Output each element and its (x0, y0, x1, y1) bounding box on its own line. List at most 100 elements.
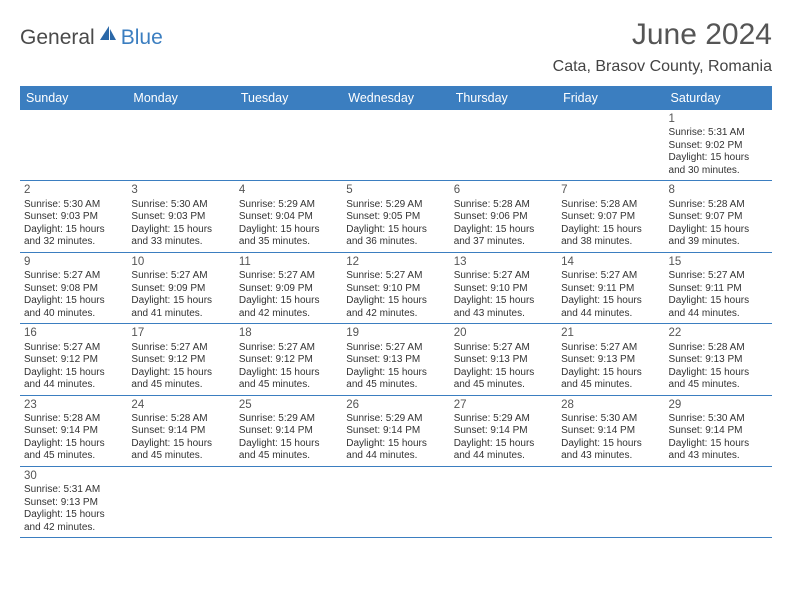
calendar-row: 23Sunrise: 5:28 AMSunset: 9:14 PMDayligh… (20, 395, 772, 466)
sunset-text: Sunset: 9:14 PM (131, 425, 230, 438)
calendar-cell: 26Sunrise: 5:29 AMSunset: 9:14 PMDayligh… (342, 395, 449, 466)
calendar-table: SundayMondayTuesdayWednesdayThursdayFrid… (20, 86, 772, 538)
daylight-text: Daylight: 15 hours and 45 minutes. (239, 438, 338, 463)
calendar-cell: 29Sunrise: 5:30 AMSunset: 9:14 PMDayligh… (665, 395, 772, 466)
calendar-cell (127, 466, 234, 537)
day-header: Wednesday (342, 86, 449, 110)
sunset-text: Sunset: 9:03 PM (131, 211, 230, 224)
sunrise-text: Sunrise: 5:27 AM (669, 270, 768, 283)
day-number: 6 (454, 183, 553, 197)
daylight-text: Daylight: 15 hours and 39 minutes. (669, 224, 768, 249)
sunrise-text: Sunrise: 5:29 AM (346, 413, 445, 426)
calendar-cell: 17Sunrise: 5:27 AMSunset: 9:12 PMDayligh… (127, 324, 234, 395)
day-header: Thursday (450, 86, 557, 110)
daylight-text: Daylight: 15 hours and 45 minutes. (669, 367, 768, 392)
calendar-cell: 5Sunrise: 5:29 AMSunset: 9:05 PMDaylight… (342, 181, 449, 252)
day-number: 10 (131, 255, 230, 269)
sunset-text: Sunset: 9:07 PM (669, 211, 768, 224)
sunset-text: Sunset: 9:10 PM (454, 283, 553, 296)
sunset-text: Sunset: 9:06 PM (454, 211, 553, 224)
sunset-text: Sunset: 9:12 PM (131, 354, 230, 367)
calendar-cell: 30Sunrise: 5:31 AMSunset: 9:13 PMDayligh… (20, 466, 127, 537)
sunrise-text: Sunrise: 5:27 AM (561, 270, 660, 283)
day-number: 27 (454, 398, 553, 412)
calendar-cell: 14Sunrise: 5:27 AMSunset: 9:11 PMDayligh… (557, 252, 664, 323)
calendar-cell: 16Sunrise: 5:27 AMSunset: 9:12 PMDayligh… (20, 324, 127, 395)
title-block: June 2024 Cata, Brasov County, Romania (553, 18, 772, 76)
daylight-text: Daylight: 15 hours and 45 minutes. (454, 367, 553, 392)
sunrise-text: Sunrise: 5:27 AM (346, 342, 445, 355)
calendar-cell: 7Sunrise: 5:28 AMSunset: 9:07 PMDaylight… (557, 181, 664, 252)
calendar-cell: 2Sunrise: 5:30 AMSunset: 9:03 PMDaylight… (20, 181, 127, 252)
daylight-text: Daylight: 15 hours and 45 minutes. (561, 367, 660, 392)
calendar-cell: 22Sunrise: 5:28 AMSunset: 9:13 PMDayligh… (665, 324, 772, 395)
calendar-cell: 11Sunrise: 5:27 AMSunset: 9:09 PMDayligh… (235, 252, 342, 323)
daylight-text: Daylight: 15 hours and 45 minutes. (346, 367, 445, 392)
logo-text-general: General (20, 26, 95, 50)
sunset-text: Sunset: 9:03 PM (24, 211, 123, 224)
calendar-cell: 21Sunrise: 5:27 AMSunset: 9:13 PMDayligh… (557, 324, 664, 395)
sunrise-text: Sunrise: 5:27 AM (24, 342, 123, 355)
calendar-cell: 12Sunrise: 5:27 AMSunset: 9:10 PMDayligh… (342, 252, 449, 323)
sunset-text: Sunset: 9:11 PM (669, 283, 768, 296)
calendar-cell: 3Sunrise: 5:30 AMSunset: 9:03 PMDaylight… (127, 181, 234, 252)
daylight-text: Daylight: 15 hours and 43 minutes. (669, 438, 768, 463)
calendar-cell (557, 466, 664, 537)
sunset-text: Sunset: 9:14 PM (454, 425, 553, 438)
sunset-text: Sunset: 9:13 PM (561, 354, 660, 367)
day-header: Tuesday (235, 86, 342, 110)
daylight-text: Daylight: 15 hours and 30 minutes. (669, 152, 768, 177)
sunrise-text: Sunrise: 5:31 AM (669, 127, 768, 140)
sunrise-text: Sunrise: 5:27 AM (131, 270, 230, 283)
day-number: 26 (346, 398, 445, 412)
day-number: 21 (561, 326, 660, 340)
day-number: 5 (346, 183, 445, 197)
calendar-cell: 20Sunrise: 5:27 AMSunset: 9:13 PMDayligh… (450, 324, 557, 395)
calendar-cell: 27Sunrise: 5:29 AMSunset: 9:14 PMDayligh… (450, 395, 557, 466)
sunset-text: Sunset: 9:12 PM (239, 354, 338, 367)
calendar-cell (450, 466, 557, 537)
sunrise-text: Sunrise: 5:31 AM (24, 484, 123, 497)
daylight-text: Daylight: 15 hours and 42 minutes. (24, 509, 123, 534)
sunrise-text: Sunrise: 5:28 AM (24, 413, 123, 426)
day-number: 20 (454, 326, 553, 340)
day-number: 29 (669, 398, 768, 412)
calendar-cell (127, 110, 234, 181)
daylight-text: Daylight: 15 hours and 44 minutes. (454, 438, 553, 463)
sunset-text: Sunset: 9:04 PM (239, 211, 338, 224)
calendar-cell: 1Sunrise: 5:31 AMSunset: 9:02 PMDaylight… (665, 110, 772, 181)
sunset-text: Sunset: 9:14 PM (561, 425, 660, 438)
daylight-text: Daylight: 15 hours and 37 minutes. (454, 224, 553, 249)
calendar-cell: 10Sunrise: 5:27 AMSunset: 9:09 PMDayligh… (127, 252, 234, 323)
sunset-text: Sunset: 9:10 PM (346, 283, 445, 296)
calendar-row: 1Sunrise: 5:31 AMSunset: 9:02 PMDaylight… (20, 110, 772, 181)
daylight-text: Daylight: 15 hours and 43 minutes. (454, 295, 553, 320)
sunset-text: Sunset: 9:08 PM (24, 283, 123, 296)
sunrise-text: Sunrise: 5:29 AM (239, 199, 338, 212)
day-number: 18 (239, 326, 338, 340)
daylight-text: Daylight: 15 hours and 35 minutes. (239, 224, 338, 249)
daylight-text: Daylight: 15 hours and 42 minutes. (239, 295, 338, 320)
sunrise-text: Sunrise: 5:28 AM (454, 199, 553, 212)
day-number: 11 (239, 255, 338, 269)
sunset-text: Sunset: 9:11 PM (561, 283, 660, 296)
sunset-text: Sunset: 9:13 PM (346, 354, 445, 367)
daylight-text: Daylight: 15 hours and 45 minutes. (131, 438, 230, 463)
sunset-text: Sunset: 9:13 PM (669, 354, 768, 367)
day-number: 9 (24, 255, 123, 269)
calendar-cell: 8Sunrise: 5:28 AMSunset: 9:07 PMDaylight… (665, 181, 772, 252)
calendar-cell: 28Sunrise: 5:30 AMSunset: 9:14 PMDayligh… (557, 395, 664, 466)
day-header: Monday (127, 86, 234, 110)
sunset-text: Sunset: 9:09 PM (239, 283, 338, 296)
daylight-text: Daylight: 15 hours and 42 minutes. (346, 295, 445, 320)
day-number: 23 (24, 398, 123, 412)
sunrise-text: Sunrise: 5:29 AM (346, 199, 445, 212)
calendar-row: 30Sunrise: 5:31 AMSunset: 9:13 PMDayligh… (20, 466, 772, 537)
sunset-text: Sunset: 9:13 PM (24, 497, 123, 510)
calendar-cell (665, 466, 772, 537)
sail-icon (98, 24, 118, 47)
sunrise-text: Sunrise: 5:27 AM (454, 342, 553, 355)
day-number: 28 (561, 398, 660, 412)
day-number: 12 (346, 255, 445, 269)
calendar-cell (235, 110, 342, 181)
